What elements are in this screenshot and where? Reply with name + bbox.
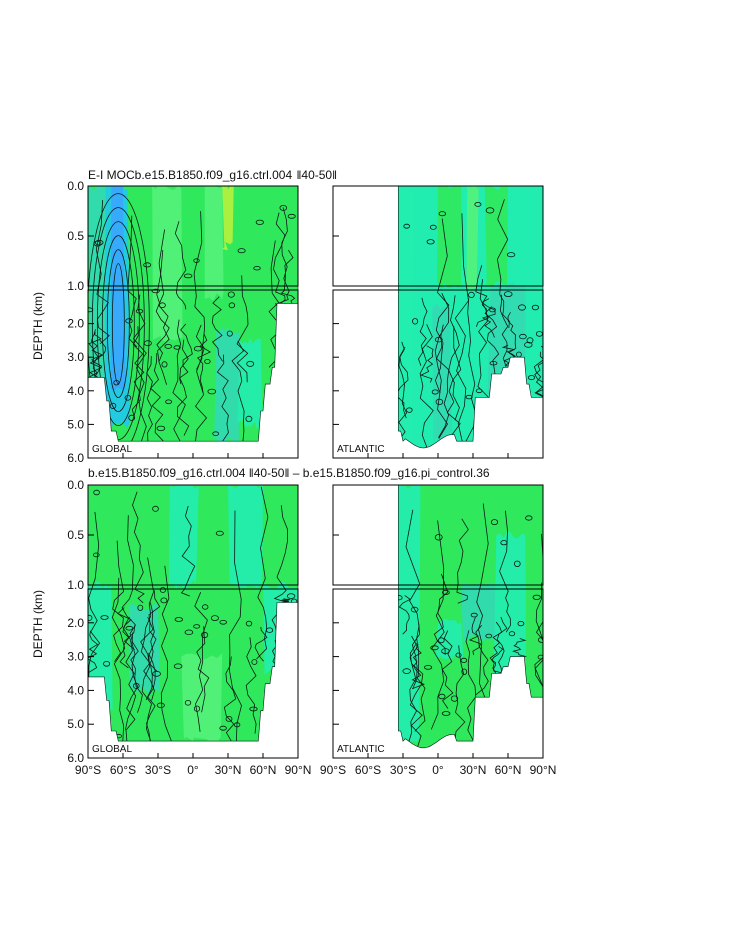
field-band [398,186,416,446]
field-band [168,485,199,590]
x-tick-label: 0° [187,763,199,777]
x-tick-label: 60°N [250,763,277,777]
x-tick-label: 60°S [355,763,381,777]
x-tick-label: 90°N [530,763,557,777]
x-ticks [87,753,299,758]
field-band [237,338,263,429]
y-axis-label-row-1: DEPTH (km) [31,292,45,360]
y-tick-label: 0.0 [67,478,84,492]
row-1-title: E-I MOCb.e15.B1850.f09_g16.ctrl.004 ‖40-… [88,168,337,182]
basin-label: GLOBAL [92,744,132,755]
x-tick-label: 60°S [110,763,136,777]
field-band [461,582,498,643]
y-tick-label: 0.5 [67,229,84,243]
x-tick-label: 90°S [320,763,346,777]
x-ticks [332,453,544,458]
field-band [110,186,126,392]
y-ticks [88,185,94,459]
field-band [493,531,527,696]
y-tick-label: 6.0 [67,751,84,765]
y-tick-label: 6.0 [67,451,84,465]
y-tick-label: 1.0 [67,578,84,592]
y-tick-label: 5.0 [67,717,84,731]
field-band [204,186,224,301]
y-ticks [333,484,339,759]
field-band [228,485,263,589]
y-tick-label: 0.0 [67,179,84,193]
y-tick-label: 1.0 [67,279,84,293]
panel-1-global: GLOBAL 0.0 0.5 1.0 2.0 3.0 4.0 5.0 6.0 [67,179,299,465]
field-band [435,619,464,662]
basin-label: ATLANTIC [337,744,385,755]
x-tick-label: 30°N [460,763,487,777]
field-band [432,303,453,446]
panel-2-global: GLOBAL 0.0 0.5 1.0 2.0 3.0 4.0 5.0 6.090°S 60°S 30… [67,478,311,777]
x-tick-label: 30°S [390,763,416,777]
x-tick-label: 0° [432,763,444,777]
x-tick-label: 90°N [285,763,312,777]
x-ticks [87,453,299,458]
panel-2-atlantic: ATLANTIC 90°S 60°S 30°S 0° 30°N 60°N 90°N [320,484,557,777]
field-band [484,186,508,291]
y-tick-label: 3.0 [67,650,84,664]
field-band [88,186,108,442]
field-band [181,653,223,742]
y-tick-label: 5.0 [67,417,84,431]
x-tick-label: 30°N [215,763,242,777]
y-tick-label: 4.0 [67,384,84,398]
y-tick-label: 2.0 [67,317,84,331]
field-band [437,186,462,290]
y-tick-label: 2.0 [67,616,84,630]
field-band [220,186,234,251]
field-band [88,581,113,713]
y-ticks [333,185,339,459]
y-tick-label: 0.5 [67,528,84,542]
x-tick-label: 90°S [75,763,101,777]
y-axis-label-row-2: DEPTH (km) [31,590,45,658]
field-band [487,282,526,396]
y-tick-label: 3.0 [67,350,84,364]
y-tick-label: 4.0 [67,683,84,697]
contour-lines [88,486,298,742]
panel-1-atlantic: ATLANTIC [332,185,544,459]
y-ticks [88,484,94,759]
field-band [466,186,479,290]
basin-label: GLOBAL [92,444,132,455]
row-2-title: b.e15.B1850.f09_g16.ctrl.004 ‖40-50‖ – b… [88,466,490,480]
contour-lines [398,199,543,448]
basin-label: ATLANTIC [337,444,385,455]
x-tick-label: 30°S [145,763,171,777]
field-band [214,326,240,442]
x-tick-label: 60°N [495,763,522,777]
contour-lines [398,503,543,747]
x-ticks [332,753,544,758]
field-band [263,582,298,677]
